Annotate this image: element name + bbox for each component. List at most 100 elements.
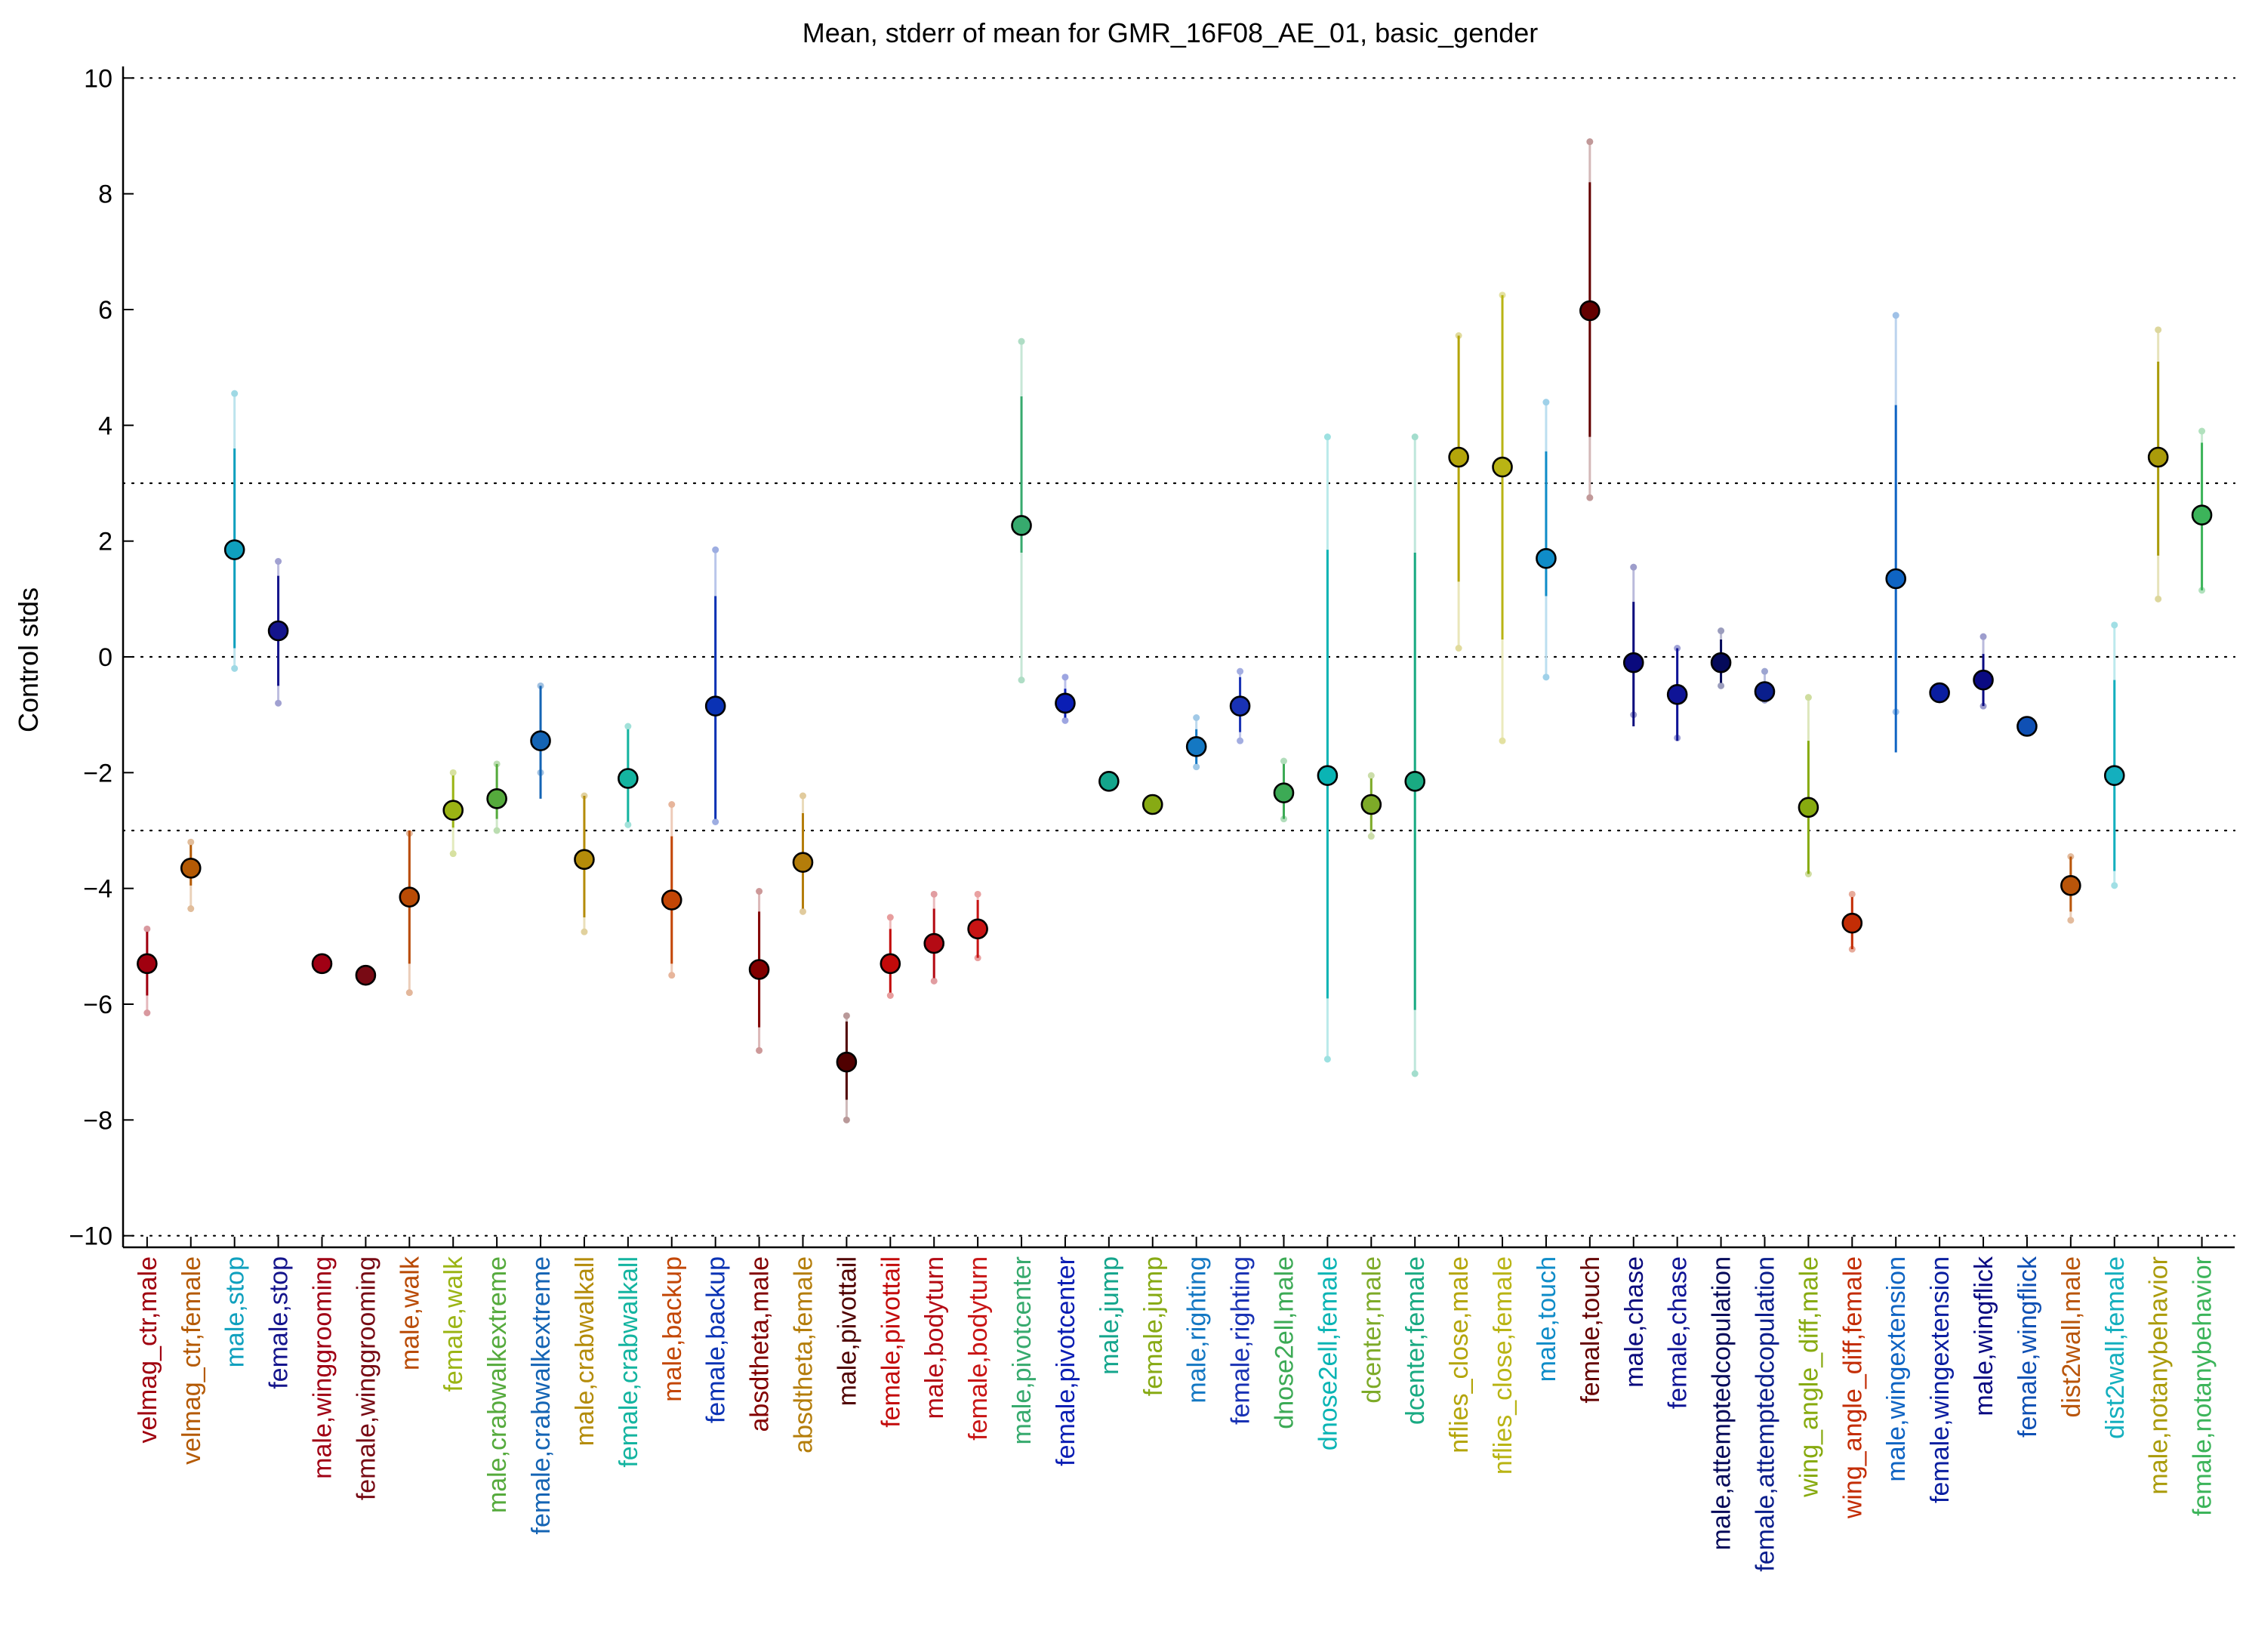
mean-marker bbox=[442, 800, 464, 821]
data-point-group bbox=[355, 964, 377, 986]
x-tick-label: dist2wall,female bbox=[2101, 1256, 2130, 1439]
x-tick-label: female,walk bbox=[439, 1256, 468, 1392]
data-point-group bbox=[267, 558, 289, 707]
mean-marker bbox=[1622, 652, 1644, 673]
y-tick-label: 0 bbox=[98, 643, 112, 672]
data-point-group bbox=[1973, 633, 1994, 710]
mean-marker bbox=[1360, 794, 1382, 815]
data-point-group bbox=[1885, 312, 1907, 753]
range-end-dot bbox=[1499, 737, 1506, 744]
y-tick-label: 8 bbox=[98, 180, 112, 209]
range-end-dot bbox=[930, 890, 938, 898]
data-point-group bbox=[1622, 563, 1644, 726]
y-tick-label: 6 bbox=[98, 296, 112, 325]
range-end-dot bbox=[1018, 337, 1025, 345]
x-tick-label: female,touch bbox=[1576, 1256, 1605, 1404]
data-point-group bbox=[2191, 427, 2213, 594]
x-tick-label: male,stop bbox=[221, 1256, 250, 1367]
mean-marker bbox=[880, 953, 901, 975]
range-end-dot bbox=[1804, 694, 1812, 701]
data-point-group bbox=[1841, 890, 1863, 953]
range-end-dot bbox=[974, 890, 981, 898]
range-end-dot bbox=[2111, 621, 2118, 629]
data-point-group bbox=[704, 546, 726, 825]
x-tick-label: male,pivotcenter bbox=[1008, 1256, 1037, 1444]
range-end-dot bbox=[1193, 763, 1200, 771]
range-end-dot bbox=[1237, 667, 1244, 675]
data-point-group bbox=[1360, 772, 1382, 840]
x-tick-label: absdtheta,female bbox=[789, 1256, 818, 1453]
x-tick-label: female,wingextension bbox=[1926, 1256, 1955, 1503]
x-tick-label: dnose2ell,male bbox=[1270, 1256, 1299, 1429]
range-end-dot bbox=[143, 925, 151, 932]
range-end-dot bbox=[1061, 673, 1069, 681]
data-point-group bbox=[180, 838, 202, 912]
range-end-dot bbox=[1455, 645, 1462, 652]
range-end-dot bbox=[581, 928, 588, 935]
mean-marker bbox=[1011, 515, 1032, 536]
grid-lines bbox=[122, 77, 2236, 1237]
mean-marker bbox=[1754, 681, 1776, 702]
range-end-dot bbox=[1411, 433, 1419, 441]
data-point-group bbox=[1185, 714, 1207, 771]
x-tick-label: nflies_close,female bbox=[1489, 1256, 1517, 1475]
mean-marker bbox=[1055, 692, 1076, 714]
mean-marker bbox=[967, 918, 988, 940]
data-point-group bbox=[442, 769, 464, 858]
data-series bbox=[137, 138, 2213, 1123]
data-point-group bbox=[1536, 399, 1557, 681]
mean-marker bbox=[267, 620, 289, 642]
x-tick-label: male,righting bbox=[1183, 1256, 1212, 1404]
mean-marker bbox=[1710, 652, 1732, 673]
data-point-group bbox=[1929, 682, 1950, 704]
x-tick-label: male,notanybehavior bbox=[2145, 1256, 2174, 1495]
y-tick-label: 10 bbox=[84, 64, 112, 93]
x-tick-label: male,crabwalkall bbox=[571, 1256, 599, 1446]
data-point-group bbox=[1798, 694, 1819, 877]
range-end-dot bbox=[712, 546, 719, 553]
x-tick-label: male,attemptedcopulation bbox=[1708, 1256, 1736, 1550]
x-tick-label: wing_angle_diff,female bbox=[1838, 1256, 1867, 1519]
range-end-dot bbox=[930, 977, 938, 985]
range-end-dot bbox=[2111, 882, 2118, 889]
range-end-dot bbox=[1586, 138, 1594, 146]
mean-marker bbox=[486, 788, 507, 809]
range-end-dot bbox=[1718, 627, 1725, 634]
data-point-group bbox=[486, 760, 507, 834]
mean-marker bbox=[1536, 547, 1557, 569]
x-tick-label: male,pivottail bbox=[833, 1256, 861, 1406]
range-end-dot bbox=[1367, 772, 1375, 779]
y-tick-labels: −10 −8 −6 −4 −2 0 2 4 6 8 10 bbox=[69, 64, 134, 1251]
range-end-dot bbox=[1323, 1056, 1331, 1063]
range-end-dot bbox=[493, 827, 501, 834]
data-point-group bbox=[1229, 667, 1251, 744]
x-tick-label: male,chase bbox=[1620, 1256, 1649, 1388]
range-end-dot bbox=[1323, 433, 1331, 441]
range-end-dot bbox=[886, 992, 894, 999]
data-point-group bbox=[223, 390, 245, 672]
data-point-group bbox=[399, 830, 421, 997]
mean-marker bbox=[1841, 912, 1863, 934]
x-tick-label: female,pivotcenter bbox=[1052, 1256, 1080, 1466]
mean-marker bbox=[1273, 782, 1295, 803]
data-point-group bbox=[661, 801, 682, 979]
x-tick-labels: velmag_ctr,male velmag_ctr,female male,sto… bbox=[134, 1237, 2217, 1572]
x-tick-label: male,wingextension bbox=[1882, 1256, 1911, 1482]
range-end-dot bbox=[143, 1009, 151, 1016]
mean-marker bbox=[748, 959, 770, 980]
y-tick-label: −10 bbox=[69, 1222, 112, 1251]
mean-marker bbox=[399, 886, 421, 908]
mean-marker bbox=[1579, 300, 1601, 322]
x-tick-label: male,wingflick bbox=[1970, 1256, 1998, 1416]
range-end-dot bbox=[1367, 833, 1375, 840]
mean-marker bbox=[1448, 446, 1469, 468]
mean-marker bbox=[704, 695, 726, 717]
range-end-dot bbox=[843, 1012, 850, 1019]
mean-marker bbox=[2191, 504, 2213, 525]
range-end-dot bbox=[1630, 563, 1638, 571]
x-tick-label: female,righting bbox=[1227, 1256, 1255, 1425]
x-tick-label: male,walk bbox=[396, 1256, 424, 1370]
x-tick-label: female,chase bbox=[1664, 1256, 1693, 1409]
range-end-dot bbox=[1237, 737, 1244, 744]
